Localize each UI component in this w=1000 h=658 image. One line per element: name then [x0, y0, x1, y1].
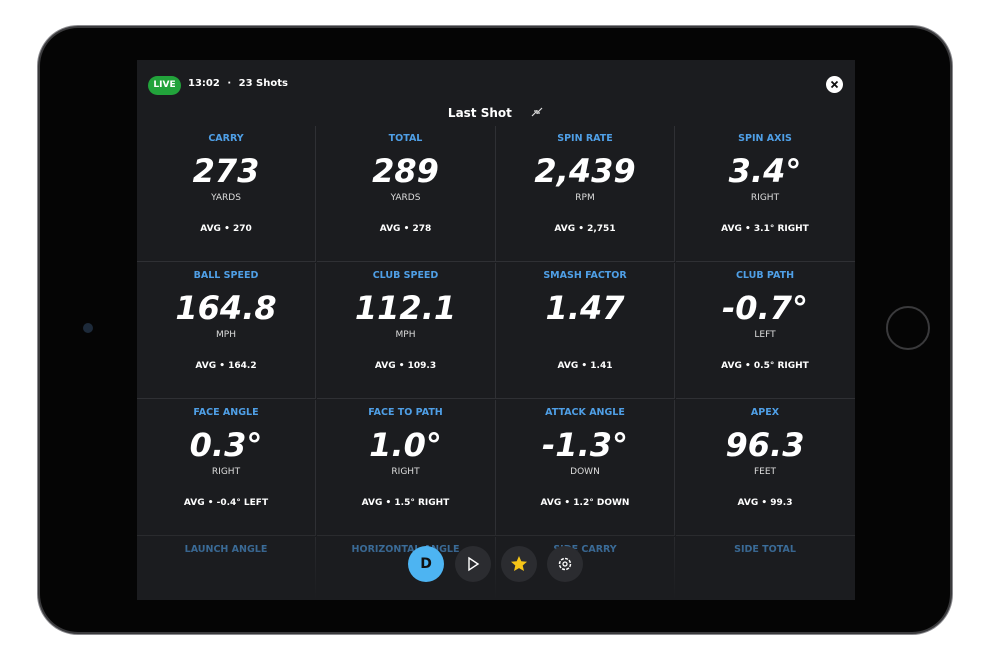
- metric-unit: MPH: [216, 330, 236, 340]
- metric-label: ATTACK ANGLE: [545, 407, 625, 418]
- close-icon: [830, 80, 839, 89]
- metric-label: SPIN RATE: [557, 133, 613, 144]
- metric-value: -0.7°: [722, 289, 808, 327]
- metric-average: AVG • 2,751: [554, 224, 616, 234]
- separator: ·: [227, 78, 232, 89]
- metric-average: AVG • 0.5° RIGHT: [721, 361, 809, 371]
- metric-tile: CLUB SPEED 112.1 MPH AVG • 109.3: [316, 263, 496, 399]
- favorite-button[interactable]: [501, 546, 537, 582]
- metric-value: 289: [372, 152, 439, 190]
- metric-average: AVG • 270: [200, 224, 252, 234]
- metric-unit: MPH: [395, 330, 416, 340]
- metric-label: FACE ANGLE: [193, 407, 259, 418]
- metric-average: AVG • 1.2° DOWN: [540, 498, 630, 508]
- metric-value: 3.4°: [728, 152, 802, 190]
- metric-tile: TOTAL 289 YARDS AVG • 278: [316, 126, 496, 262]
- metric-unit: RIGHT: [391, 467, 420, 477]
- metric-label: APEX: [750, 407, 780, 418]
- metric-tile: APEX 96.3 FEET AVG • 99.3: [675, 400, 855, 536]
- metric-average: AVG • 1.41: [557, 361, 613, 371]
- metric-label: FACE TO PATH: [368, 407, 443, 418]
- play-icon: [468, 556, 480, 572]
- star-icon: [511, 556, 527, 571]
- gear-icon: [558, 557, 572, 571]
- metric-tile: CLUB PATH -0.7° LEFT AVG • 0.5° RIGHT: [675, 263, 855, 399]
- time: 13:02: [188, 78, 220, 89]
- metric-average: AVG • 109.3: [374, 361, 437, 371]
- metric-unit: RPM: [575, 193, 595, 203]
- close-button[interactable]: [826, 76, 843, 93]
- metric-value: 2,439: [534, 152, 636, 190]
- metric-value: -1.3°: [542, 426, 628, 464]
- metric-unit: FEET: [753, 467, 777, 477]
- metric-label: SPIN AXIS: [738, 133, 792, 144]
- metric-tile: SPIN RATE 2,439 RPM AVG • 2,751: [496, 126, 675, 262]
- fade-overlay: [137, 530, 855, 600]
- metric-label: CLUB SPEED: [372, 270, 439, 281]
- metric-unit: RIGHT: [750, 193, 780, 203]
- camera: [83, 323, 93, 333]
- metric-value: 96.3: [725, 426, 805, 464]
- metric-label: TOTAL: [388, 133, 423, 144]
- metric-label: SMASH FACTOR: [543, 270, 627, 281]
- metric-unit: YARDS: [211, 193, 241, 203]
- collapse-icon[interactable]: [530, 106, 544, 118]
- home-button[interactable]: [886, 306, 930, 350]
- metric-value: 273: [192, 152, 260, 190]
- live-badge: LIVE: [148, 76, 181, 95]
- metric-tile: SMASH FACTOR 1.47 AVG • 1.41: [496, 263, 675, 399]
- metric-tile: CARRY 273 YARDS AVG • 270: [137, 126, 316, 262]
- metric-value: 112.1: [354, 289, 457, 327]
- metric-label: BALL SPEED: [193, 270, 259, 281]
- metric-unit: YARDS: [390, 193, 421, 203]
- metric-value: 0.3°: [189, 426, 263, 464]
- shot-count: 23 Shots: [238, 78, 288, 89]
- metric-average: AVG • 3.1° RIGHT: [721, 224, 809, 234]
- metric-average: AVG • 1.5° RIGHT: [361, 498, 450, 508]
- metric-tile: FACE ANGLE 0.3° RIGHT AVG • -0.4° LEFT: [137, 400, 316, 536]
- metric-label: CLUB PATH: [735, 270, 795, 281]
- metric-average: AVG • 99.3: [737, 498, 793, 508]
- metric-tile: ATTACK ANGLE -1.3° DOWN AVG • 1.2° DOWN: [496, 400, 675, 536]
- metric-value: 164.8: [175, 289, 277, 327]
- metric-label: CARRY: [208, 133, 244, 144]
- metric-average: AVG • 278: [379, 224, 432, 234]
- session-info: 13:02 · 23 Shots: [188, 78, 292, 89]
- metric-value: 1.47: [545, 289, 625, 327]
- metric-tile: FACE TO PATH 1.0° RIGHT AVG • 1.5° RIGHT: [316, 400, 496, 536]
- view-title: Last Shot: [137, 106, 855, 120]
- metric-unit: LEFT: [754, 330, 776, 340]
- metric-tile: SPIN AXIS 3.4° RIGHT AVG • 3.1° RIGHT: [675, 126, 855, 262]
- screen: LIVE 13:02 · 23 Shots Last Shot CARRY 273…: [137, 60, 855, 600]
- metric-unit: DOWN: [570, 467, 600, 477]
- metric-tile: BALL SPEED 164.8 MPH AVG • 164.2: [137, 263, 316, 399]
- play-button[interactable]: [455, 546, 491, 582]
- metric-average: AVG • -0.4° LEFT: [183, 498, 269, 508]
- settings-button[interactable]: [547, 546, 583, 582]
- metric-unit: RIGHT: [211, 467, 241, 477]
- metric-value: 1.0°: [369, 426, 442, 464]
- metric-average: AVG • 164.2: [195, 361, 257, 371]
- mode-button[interactable]: D: [408, 546, 444, 582]
- title-text: Last Shot: [447, 106, 512, 120]
